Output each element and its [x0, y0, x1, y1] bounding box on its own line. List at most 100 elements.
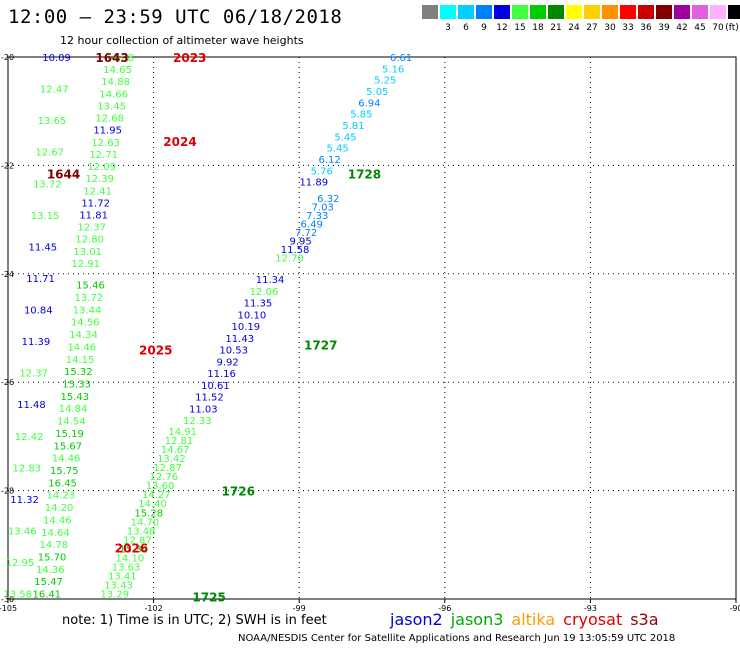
wave-height-value: 12.37 — [19, 369, 48, 380]
pass-time-label: 1726 — [222, 485, 255, 499]
wave-height-value: 12.80 — [75, 235, 104, 246]
pass-time-label: 2024 — [163, 135, 196, 149]
wave-height-value: 15.47 — [34, 577, 63, 588]
wave-height-value: 14.64 — [41, 528, 70, 539]
wave-height-value: 13.63 — [112, 562, 141, 573]
color-scale-label: 24 — [568, 23, 580, 33]
legend-item-jason3: jason3 — [450, 610, 504, 629]
wave-height-value: 13.42 — [157, 454, 186, 465]
wave-height-value: 5.25 — [374, 76, 396, 87]
color-swatch — [548, 5, 564, 19]
longitude-tick-label: -105 — [0, 604, 17, 613]
pass-time-label: 1725 — [192, 590, 225, 604]
wave-height-value: 14.66 — [99, 89, 128, 100]
wave-height-value: 12.87 — [123, 535, 152, 546]
wave-height-value: 11.03 — [189, 404, 218, 415]
wave-height-value: 14.88 — [101, 77, 130, 88]
wave-height-value: 13.65 — [38, 116, 67, 127]
wave-height-value: 6.32 — [317, 194, 339, 205]
wave-height-value: 5.45 — [326, 144, 348, 155]
wave-height-value: 13.45 — [97, 101, 126, 112]
wave-height-value: 9.92 — [216, 357, 238, 368]
wave-height-value: 13.72 — [33, 179, 62, 190]
pass-time-label: 2025 — [139, 344, 172, 358]
latitude-tick-label: -30 — [1, 595, 14, 604]
wave-height-value: 13.60 — [146, 481, 175, 492]
wave-height-value: 10.10 — [238, 310, 267, 321]
wave-height-value: 9.95 — [289, 237, 311, 248]
wave-height-value: 14.23 — [46, 491, 75, 502]
wave-height-value: 11.71 — [26, 274, 55, 285]
wave-height-value: 13.43 — [104, 581, 133, 592]
wave-height-value: 12.39 — [85, 174, 114, 185]
color-swatch — [512, 5, 528, 19]
wave-height-value: 12.95 — [6, 558, 35, 569]
wave-height-value: 12.83 — [13, 463, 42, 474]
wave-height-value: 7.72 — [295, 228, 317, 239]
wave-height-value: 12.67 — [35, 148, 64, 159]
wave-height-value: 14.08 — [105, 53, 134, 64]
wave-height-value: 5.45 — [334, 132, 356, 143]
pass-time-label: 1643 — [95, 51, 128, 65]
wave-height-value: 11.58 — [281, 245, 310, 256]
wave-height-value: 14.54 — [57, 417, 86, 428]
wave-height-value: 13.58 — [3, 590, 32, 601]
wave-height-value: 15.33 — [62, 380, 91, 391]
color-swatch — [620, 5, 636, 19]
wave-height-value: 15.75 — [50, 466, 79, 477]
legend-item-jason2: jason2 — [390, 610, 443, 629]
latitude-tick-label: -20 — [1, 53, 14, 62]
wave-height-value: 14.91 — [168, 427, 197, 438]
legend-item-altika: altika — [511, 610, 556, 629]
color-scale-unit: (ft) — [725, 23, 739, 33]
wave-height-value: 13.46 — [8, 526, 37, 537]
wave-height-value: 11.16 — [207, 369, 236, 380]
wave-height-value: 12.91 — [71, 259, 100, 270]
satellite-legend: jason2 jason3 altika cryosat s3a — [390, 610, 667, 629]
wave-height-value: 11.72 — [81, 198, 110, 209]
color-swatch — [656, 5, 672, 19]
color-swatch — [494, 5, 510, 19]
wave-height-value: 11.32 — [10, 495, 39, 506]
wave-height-value: 14.34 — [69, 330, 98, 341]
color-scale-label: 70 — [712, 23, 724, 33]
footnote: note: 1) Time is in UTC; 2) SWH is in fe… — [62, 613, 327, 628]
color-scale-label: 15 — [514, 23, 526, 33]
wave-height-value: 6.61 — [390, 53, 412, 64]
wave-height-value: 10.19 — [231, 322, 260, 333]
longitude-tick-label: -90 — [729, 604, 740, 613]
wave-height-value: 11.95 — [93, 126, 122, 137]
wave-height-value: 12.81 — [165, 436, 194, 447]
wave-height-value: 12.06 — [250, 287, 279, 298]
color-scale-label: 39 — [658, 23, 670, 33]
wave-height-value: 10.09 — [42, 53, 71, 64]
latitude-tick-label: -22 — [1, 161, 14, 170]
wave-height-value: 14.65 — [103, 65, 132, 76]
wave-height-value: 13.44 — [73, 305, 102, 316]
color-scale-label: 3 — [445, 23, 451, 33]
wave-height-value: 14.46 — [67, 342, 96, 353]
longitude-tick-label: -93 — [584, 604, 597, 613]
latitude-tick-label: -26 — [1, 378, 14, 387]
color-swatch — [584, 5, 600, 19]
color-swatch — [566, 5, 582, 19]
wave-height-value: 12.71 — [89, 150, 118, 161]
wave-height-value: 14.20 — [45, 503, 74, 514]
pass-time-label: 2026 — [115, 542, 148, 556]
wave-height-value: 14.15 — [66, 355, 95, 366]
wave-height-value: 15.67 — [53, 441, 82, 452]
wave-height-value: 5.76 — [311, 166, 333, 177]
wave-height-value: 16.41 — [33, 590, 62, 601]
wave-height-value: 11.45 — [29, 242, 58, 253]
color-scale-label: 6 — [463, 23, 469, 33]
wave-height-value: 14.56 — [71, 318, 100, 329]
wave-height-value: 14.46 — [52, 454, 81, 465]
wave-height-value: 11.81 — [79, 210, 108, 221]
wave-height-value: 14.67 — [161, 445, 190, 456]
wave-height-value: 10.84 — [24, 306, 53, 317]
wave-height-value: 5.81 — [342, 121, 364, 132]
page-title: 12:00 – 23:59 UTC 06/18/2018 — [8, 6, 343, 28]
wave-height-value: 5.85 — [350, 110, 372, 121]
wave-height-value: 11.48 — [17, 400, 46, 411]
map-frame — [7, 56, 737, 600]
